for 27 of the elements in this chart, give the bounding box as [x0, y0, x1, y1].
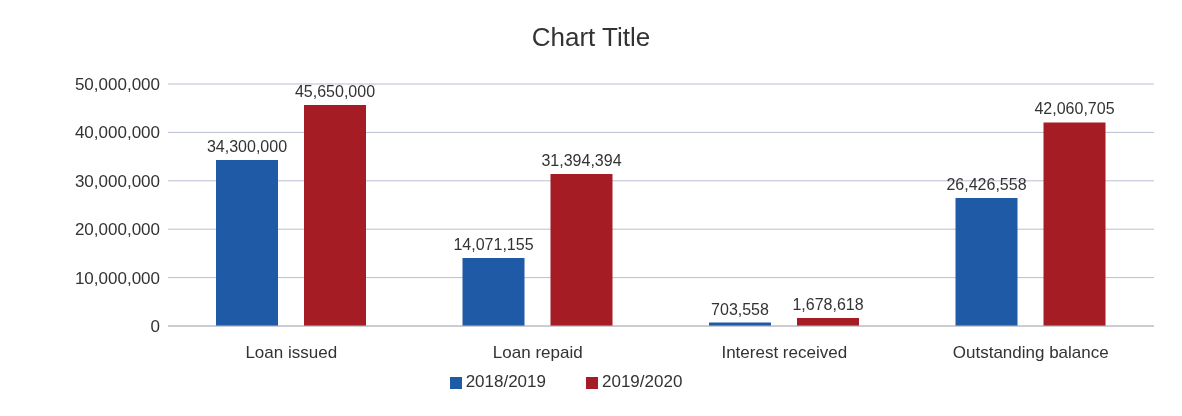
bar: [462, 257, 525, 326]
legend-label: 2018/2019: [465, 372, 546, 391]
y-tick-label: 40,000,000: [74, 123, 160, 143]
chart-title: Chart Title: [530, 21, 652, 54]
data-label: 31,394,394: [541, 152, 622, 170]
bar: [216, 159, 278, 326]
data-label: 14,071,155: [453, 235, 534, 253]
x-tick-label: Loan issued: [245, 343, 338, 363]
x-tick-label: Interest received: [721, 343, 848, 363]
bar: [1043, 122, 1106, 326]
bar: [550, 174, 613, 326]
legend-label: 2019/2020: [602, 372, 683, 391]
data-label: 34,300,000: [206, 137, 288, 155]
data-label: 703,558: [711, 300, 770, 318]
x-tick-label: Outstanding balance: [952, 343, 1109, 363]
y-tick-label: 30,000,000: [74, 171, 160, 191]
y-tick-label: 10,000,000: [74, 268, 160, 288]
y-tick-label: 0: [150, 317, 160, 337]
data-label: 42,060,705: [1034, 100, 1115, 118]
y-tick-label: 20,000,000: [74, 220, 160, 240]
data-label: 1,678,618: [792, 295, 864, 313]
x-tick-label: Loan repaid: [492, 343, 583, 363]
data-label: 45,650,000: [294, 83, 376, 101]
data-label: 26,426,558: [946, 176, 1027, 194]
y-tick-label: 50,000,000: [74, 75, 160, 95]
bar: [304, 105, 366, 326]
bar: [955, 198, 1018, 326]
